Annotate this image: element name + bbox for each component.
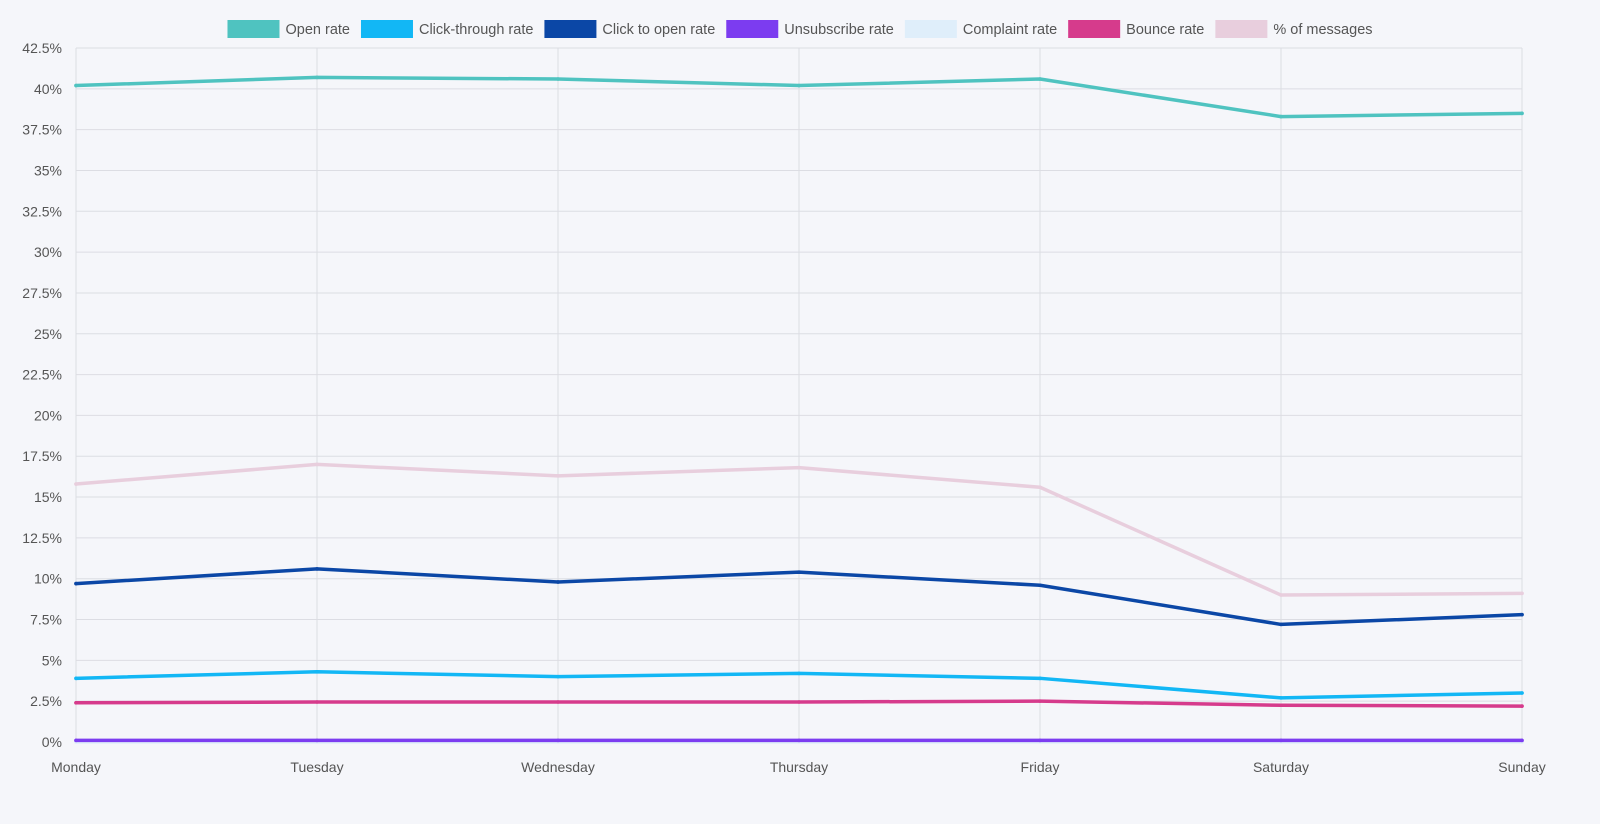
data-point-unsubscribe-rate xyxy=(797,738,801,743)
legend-swatch xyxy=(544,20,597,38)
legend-item-pct-of-messages[interactable]: % of messages xyxy=(1215,20,1373,38)
data-point-bounce-rate xyxy=(1279,703,1283,708)
data-point-unsubscribe-rate xyxy=(1038,738,1042,743)
data-point-open-rate xyxy=(74,83,78,88)
data-point-click-to-open-rate xyxy=(797,570,801,574)
y-tick-label: 0% xyxy=(42,734,62,750)
legend-swatch xyxy=(227,20,280,38)
y-axis: 0% 2.5% 5% 7.5% 10% 12.5% 15% 17.5% 20% 22.5% 25% 2… xyxy=(22,40,62,750)
y-tick-label: 30% xyxy=(34,244,62,260)
legend-label: Bounce rate xyxy=(1126,22,1204,38)
data-point-bounce-rate xyxy=(556,700,560,704)
data-point-click-through-rate xyxy=(1038,676,1042,681)
y-tick-label: 2.5% xyxy=(30,693,62,709)
data-point-open-rate xyxy=(1038,77,1042,81)
y-tick-label: 35% xyxy=(34,162,62,178)
y-tick-label: 27.5% xyxy=(22,285,62,301)
x-tick-label: Sunday xyxy=(1498,759,1545,775)
x-tick-label: Thursday xyxy=(770,759,828,775)
data-point-open-rate xyxy=(1279,114,1283,119)
y-tick-label: 20% xyxy=(34,407,62,423)
data-point-pct-of-messages xyxy=(797,465,801,470)
y-tick-label: 7.5% xyxy=(30,612,62,628)
legend-item-click-to-open-rate[interactable]: Click to open rate xyxy=(544,20,715,38)
legend-label: % of messages xyxy=(1273,22,1372,38)
legend-swatch xyxy=(360,20,413,38)
x-tick-label: Saturday xyxy=(1253,759,1309,775)
data-point-pct-of-messages xyxy=(556,474,560,478)
data-point-click-to-open-rate xyxy=(1520,612,1524,617)
y-tick-label: 12.5% xyxy=(22,530,62,546)
legend-item-unsubscribe-rate[interactable]: Unsubscribe rate xyxy=(726,20,894,38)
y-tick-label: 37.5% xyxy=(22,122,62,138)
data-point-click-to-open-rate xyxy=(74,581,78,586)
legend-swatch xyxy=(726,20,779,38)
y-tick-label: 5% xyxy=(42,652,62,668)
data-point-bounce-rate xyxy=(1520,704,1524,708)
legend-label: Click to open rate xyxy=(602,22,715,38)
data-point-click-through-rate xyxy=(797,671,801,676)
data-point-click-through-rate xyxy=(1520,691,1524,695)
legend-item-bounce-rate[interactable]: Bounce rate xyxy=(1068,20,1204,38)
legend: Open rate Click-through rate Click to open… xyxy=(227,20,1373,38)
legend-label: Open rate xyxy=(285,22,350,38)
data-point-click-to-open-rate xyxy=(315,567,319,571)
legend-label: Click-through rate xyxy=(419,22,533,38)
data-point-unsubscribe-rate xyxy=(556,738,560,743)
data-point-click-through-rate xyxy=(556,674,560,679)
data-point-pct-of-messages xyxy=(74,482,78,486)
data-point-unsubscribe-rate xyxy=(74,738,78,743)
data-point-pct-of-messages xyxy=(315,462,319,467)
data-point-unsubscribe-rate xyxy=(1520,738,1524,743)
data-point-bounce-rate xyxy=(1038,699,1042,703)
grid xyxy=(75,47,1523,743)
legend-swatch xyxy=(904,20,957,38)
legend-label: Complaint rate xyxy=(963,22,1057,38)
data-point-click-through-rate xyxy=(1279,696,1283,700)
y-tick-label: 40% xyxy=(34,81,62,97)
data-point-open-rate xyxy=(315,75,319,80)
y-tick-label: 17.5% xyxy=(22,448,62,464)
data-point-pct-of-messages xyxy=(1520,591,1524,596)
data-point-open-rate xyxy=(1520,111,1524,116)
legend-swatch xyxy=(1215,20,1268,38)
data-point-bounce-rate xyxy=(797,700,801,704)
data-point-pct-of-messages xyxy=(1038,485,1042,490)
x-tick-label: Wednesday xyxy=(521,759,595,775)
x-tick-label: Monday xyxy=(51,759,101,775)
y-tick-label: 22.5% xyxy=(22,367,62,383)
data-point-bounce-rate xyxy=(315,700,319,704)
legend-item-click-through-rate[interactable]: Click-through rate xyxy=(360,20,533,38)
y-tick-label: 32.5% xyxy=(22,203,62,219)
y-tick-label: 10% xyxy=(34,571,62,587)
data-point-click-to-open-rate xyxy=(1279,622,1283,627)
data-point-pct-of-messages xyxy=(1279,593,1283,597)
legend-swatch xyxy=(1068,20,1121,38)
legend-item-open-rate[interactable]: Open rate xyxy=(227,20,350,38)
data-point-click-through-rate xyxy=(315,669,319,674)
data-point-bounce-rate xyxy=(74,701,78,705)
x-tick-label: Friday xyxy=(1021,759,1060,775)
legend-label: Unsubscribe rate xyxy=(784,22,894,38)
data-point-open-rate xyxy=(556,77,560,81)
data-point-click-to-open-rate xyxy=(1038,583,1042,588)
data-point-unsubscribe-rate xyxy=(1279,738,1283,743)
y-tick-label: 15% xyxy=(34,489,62,505)
data-point-click-through-rate xyxy=(74,676,78,681)
data-point-unsubscribe-rate xyxy=(315,738,319,743)
legend-item-complaint-rate[interactable]: Complaint rate xyxy=(904,20,1057,38)
y-tick-label: 42.5% xyxy=(22,40,62,56)
data-point-open-rate xyxy=(797,83,801,88)
series-lines xyxy=(74,75,1524,744)
x-tick-label: Tuesday xyxy=(290,759,343,775)
x-axis: Monday Tuesday Wednesday Thursday Friday Satu… xyxy=(51,759,1546,775)
y-tick-label: 25% xyxy=(34,326,62,342)
data-point-click-to-open-rate xyxy=(556,580,560,584)
